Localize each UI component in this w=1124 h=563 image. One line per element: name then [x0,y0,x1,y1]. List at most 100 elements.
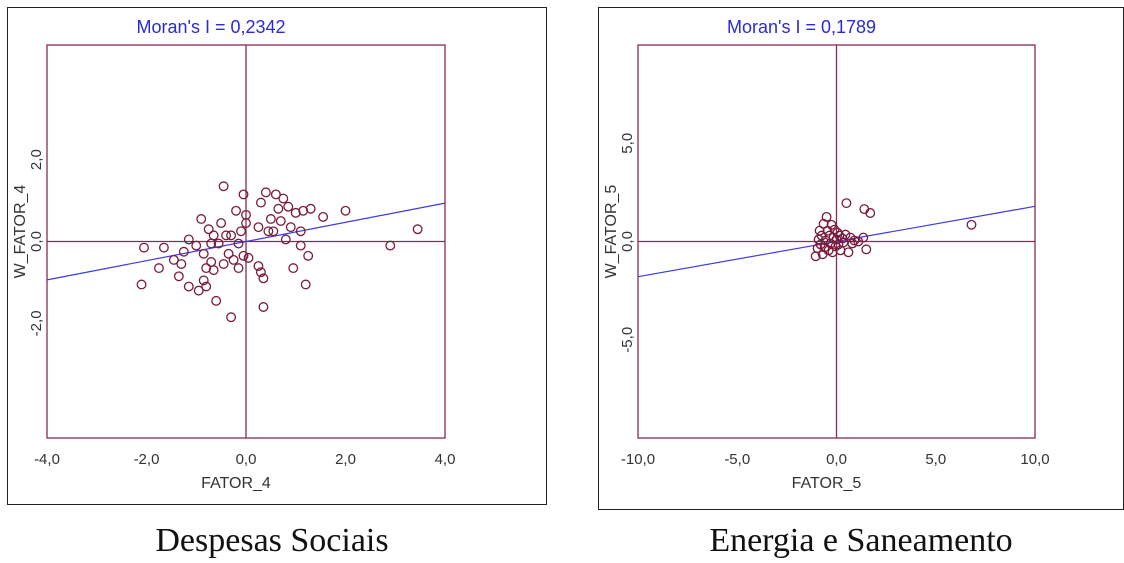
data-point [412,224,423,235]
data-point [208,265,219,276]
data-point [233,238,244,249]
data-point [303,250,314,261]
x-axis-label: FATOR_4 [201,475,271,492]
x-tick-label: 10,0 [1020,451,1049,468]
x-tick-label: -5,0 [724,451,750,468]
data-point [201,263,212,274]
data-point [228,254,239,265]
data-point [295,226,306,237]
data-point [849,235,860,246]
x-tick-label: 4,0 [435,451,456,468]
data-point [300,279,311,290]
data-point [270,189,281,200]
data-point [226,312,237,323]
y-axis-label: W_FATOR_5 [603,185,620,279]
data-point [858,232,869,243]
data-point [385,240,396,251]
data-point [278,193,289,204]
data-point [198,248,209,259]
data-point [218,181,229,192]
data-point [183,234,194,245]
data-point [283,201,294,212]
regression-line [46,202,446,281]
data-point [285,222,296,233]
data-point [280,234,291,245]
data-point [191,240,202,251]
data-point [221,230,232,241]
y-tick-label: -5,0 [619,327,636,353]
data-point [255,267,266,278]
data-point [168,254,179,265]
data-point [821,211,832,222]
data-point [288,263,299,274]
data-point [158,242,169,253]
data-point [843,247,854,258]
data-point [201,281,212,292]
data-point [841,198,852,209]
x-axis-label: FATOR_5 [792,475,862,492]
x-tick-label: 0,0 [826,451,847,468]
data-point [826,219,837,230]
y-tick-label: -2,0 [28,310,45,336]
data-point [203,224,214,235]
data-point [273,203,284,214]
y-tick-label: 0,0 [619,231,636,252]
data-point [218,259,229,269]
data-point [223,248,234,259]
data-point [193,285,204,296]
caption-energia-saneamento: Energia e Saneamento [709,522,1013,559]
moran-i-title: Moran's I = 0,1789 [727,17,876,37]
x-tick-label: -10,0 [621,451,655,468]
data-point [260,187,271,198]
data-point [243,252,254,263]
data-point [298,205,309,216]
data-point [840,229,851,240]
data-point [183,281,194,292]
data-point [263,226,274,237]
chart-panel-despesas-sociais [7,7,547,505]
x-tick-label: -2,0 [134,451,160,468]
data-point [861,244,872,255]
data-point [233,263,244,274]
chart-panel-energia-saneamento [598,7,1124,510]
data-point [275,216,286,226]
data-point [153,263,164,274]
x-tick-label: 2,0 [335,451,356,468]
data-point [226,230,237,241]
data-point [211,295,222,306]
data-point [173,271,184,282]
caption-despesas-sociais: Despesas Sociais [155,522,389,559]
y-tick-label: 5,0 [619,133,636,154]
data-point [236,226,246,237]
data-point [258,273,269,284]
data-point [258,302,269,312]
data-point [847,238,858,249]
data-point [238,189,249,200]
data-point [290,207,301,218]
data-point [966,219,977,230]
data-point [139,242,149,253]
data-point [231,205,242,216]
data-point [216,218,227,229]
data-point [265,214,276,224]
y-axis-label: W_FATOR_4 [12,185,29,279]
y-tick-label: 2,0 [28,149,45,170]
data-point [829,224,840,235]
data-point [305,203,316,214]
data-point [865,208,876,218]
data-point [255,197,266,208]
moran-i-title: Moran's I = 0,2342 [136,17,285,37]
data-point [213,238,224,249]
x-tick-label: -4,0 [34,451,60,468]
x-tick-label: 0,0 [236,451,257,468]
data-point [340,205,351,216]
data-point [295,240,306,251]
data-point [268,226,279,237]
data-point [253,222,264,233]
data-point [178,246,189,257]
y-tick-label: 0,0 [28,231,45,252]
data-point [136,279,147,290]
data-point [318,211,329,222]
